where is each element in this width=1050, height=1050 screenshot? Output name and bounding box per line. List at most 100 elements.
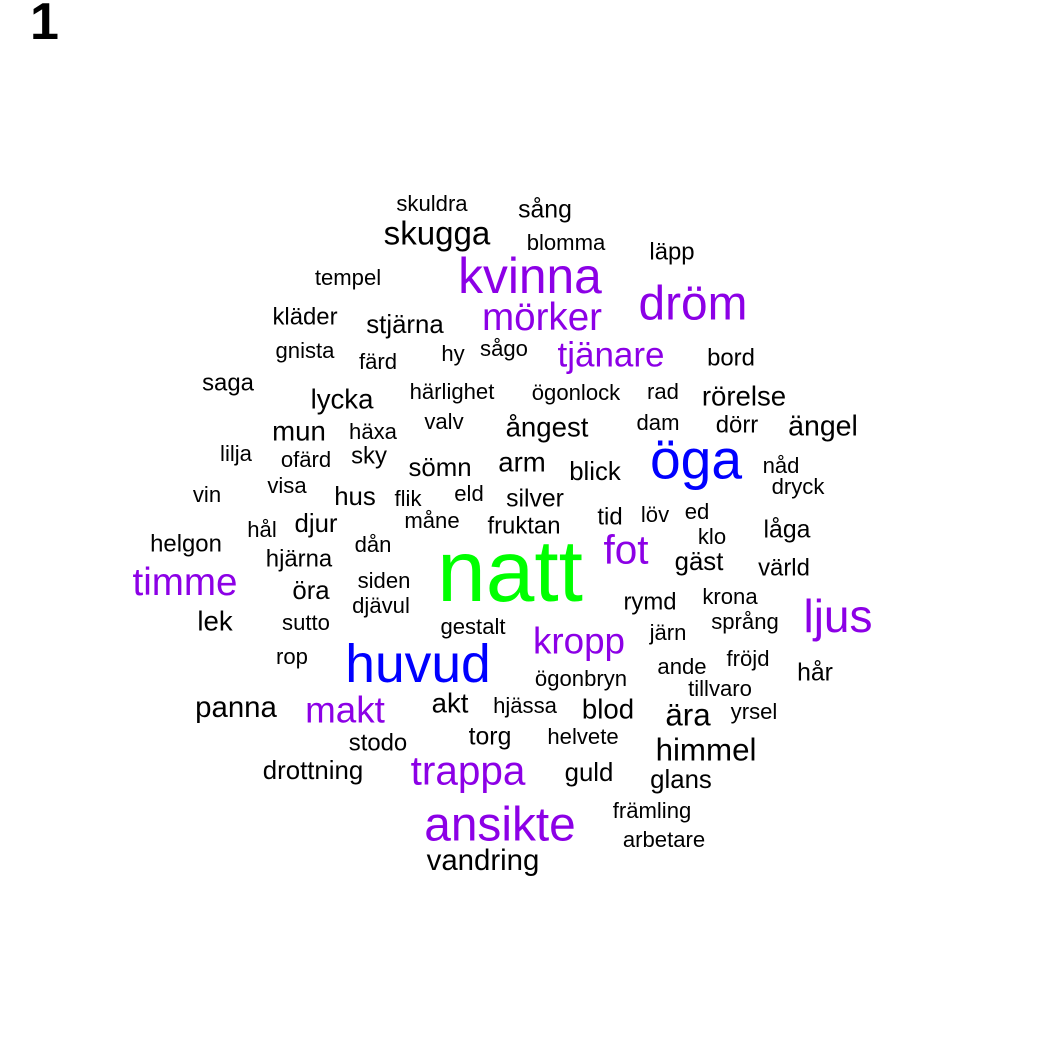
word-75: färd <box>359 349 397 374</box>
word-7: trappa <box>411 748 526 794</box>
word-50: helgon <box>150 530 222 557</box>
word-44: bord <box>707 344 755 371</box>
word-51: stodo <box>349 729 407 756</box>
word-9: mörker <box>482 296 602 339</box>
word-47: värld <box>758 554 810 581</box>
word-12: makt <box>305 690 385 731</box>
word-27: mun <box>272 415 326 446</box>
word-89: järn <box>649 620 687 645</box>
word-20: rörelse <box>702 380 786 411</box>
word-3: kvinna <box>458 248 602 304</box>
word-39: torg <box>469 724 512 751</box>
word-65: lilja <box>220 441 253 466</box>
word-8: fot <box>603 527 648 573</box>
word-93: ögonbryn <box>535 666 627 691</box>
word-43: läpp <box>649 238 694 265</box>
word-90: ande <box>657 654 706 679</box>
word-87: krona <box>702 584 758 609</box>
word-29: stjärna <box>366 311 444 339</box>
panel-label: 1 <box>30 0 59 51</box>
word-10: timme <box>132 561 237 604</box>
word-11: kropp <box>533 621 625 662</box>
word-60: ögonlock <box>532 380 621 405</box>
word-83: siden <box>358 568 411 593</box>
word-79: flik <box>394 486 422 511</box>
word-21: ångest <box>506 411 589 442</box>
word-53: rymd <box>623 588 676 615</box>
word-2: huvud <box>345 635 490 694</box>
word-78: ofärd <box>281 447 331 472</box>
word-45: saga <box>202 369 255 396</box>
word-15: himmel <box>656 732 757 767</box>
word-71: klo <box>698 524 726 549</box>
word-17: panna <box>195 691 277 724</box>
word-99: arbetare <box>623 827 705 852</box>
word-23: blod <box>582 693 634 724</box>
word-77: sågo <box>480 336 528 361</box>
word-98: främling <box>613 798 692 823</box>
word-30: sömn <box>408 454 471 482</box>
word-5: ansikte <box>424 799 575 852</box>
word-72: nåd <box>763 453 800 478</box>
word-92: rop <box>276 644 308 669</box>
word-6: ljus <box>803 590 872 642</box>
word-61: rad <box>647 379 679 404</box>
word-86: gestalt <box>440 614 505 639</box>
word-58: skuldra <box>396 191 468 216</box>
word-49: hjärna <box>266 545 333 572</box>
word-26: lek <box>197 605 232 636</box>
word-28: drottning <box>263 757 363 785</box>
word-82: dån <box>355 532 392 557</box>
word-32: guld <box>565 759 614 787</box>
word-76: hy <box>441 341 464 366</box>
word-34: hus <box>334 483 376 511</box>
word-88: språng <box>711 609 779 634</box>
word-64: häxa <box>349 419 398 444</box>
word-38: silver <box>506 486 564 513</box>
word-25: lycka <box>311 383 375 414</box>
word-36: öra <box>292 577 330 605</box>
word-69: löv <box>641 502 669 527</box>
word-55: dörr <box>716 411 759 438</box>
word-74: gnista <box>276 338 336 363</box>
word-66: vin <box>193 482 221 507</box>
word-40: låga <box>764 517 811 544</box>
word-85: sutto <box>282 610 330 635</box>
word-84: djävul <box>352 593 410 618</box>
word-48: kläder <box>272 303 337 330</box>
word-56: blomma <box>527 230 606 255</box>
word-46: fruktan <box>487 512 560 539</box>
word-57: tempel <box>315 265 381 290</box>
word-14: skugga <box>384 216 491 253</box>
word-59: härlighet <box>410 379 495 404</box>
word-80: hål <box>247 517 276 542</box>
word-62: dam <box>637 410 680 435</box>
word-67: visa <box>267 473 307 498</box>
word-42: sång <box>518 197 572 224</box>
word-18: vandring <box>427 844 540 877</box>
word-16: ära <box>665 697 711 732</box>
word-70: ed <box>685 499 710 524</box>
word-33: glans <box>650 766 712 794</box>
word-52: tid <box>597 503 622 530</box>
word-37: blick <box>569 458 621 486</box>
word-91: fröjd <box>727 646 770 671</box>
word-35: djur <box>294 510 337 538</box>
word-1: öga <box>650 429 742 491</box>
word-97: helvete <box>547 724 618 749</box>
word-95: hjässa <box>493 693 558 718</box>
word-94: tillvaro <box>688 676 752 701</box>
word-13: tjänare <box>557 335 664 374</box>
word-0: natt <box>437 522 583 620</box>
word-68: eld <box>454 481 483 506</box>
word-63: valv <box>424 409 463 434</box>
word-24: akt <box>432 687 469 718</box>
word-81: måne <box>404 508 459 533</box>
word-22: arm <box>498 446 546 477</box>
word-73: dryck <box>772 474 826 499</box>
word-19: ängel <box>788 411 858 443</box>
word-4: dröm <box>639 278 748 331</box>
word-96: yrsel <box>731 699 778 724</box>
word-41: hår <box>797 660 833 687</box>
